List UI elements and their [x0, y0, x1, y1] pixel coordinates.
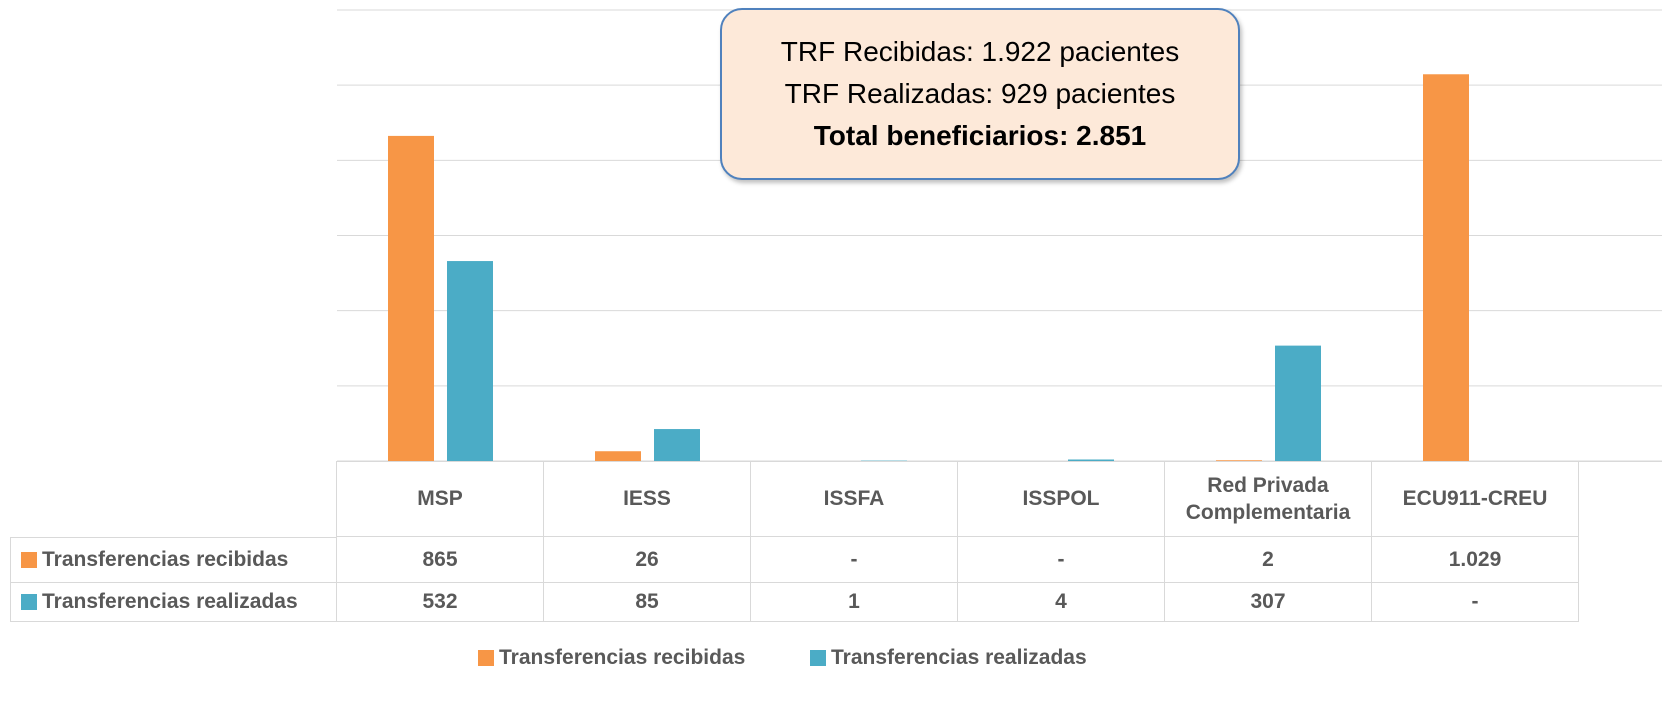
row-label-text: Transferencias recibidas — [42, 548, 289, 572]
legend-swatch — [810, 650, 826, 666]
row-label: Transferencias recibidas — [10, 537, 337, 583]
table-left — [336, 461, 337, 537]
row-label: Transferencias realizadas — [10, 583, 337, 622]
legend-item: Transferencias recibidas — [478, 646, 745, 670]
table-top — [337, 461, 1662, 462]
legend-label: Transferencias recibidas — [499, 646, 746, 669]
value-label: 26 — [544, 537, 751, 583]
legend-label: Transferencias realizadas — [831, 646, 1087, 669]
annotation: TRF Realizadas: 929 pacientes — [784, 78, 1176, 109]
callout: TRF Recibidas: 1.922 pacientes TRF Reali… — [720, 8, 1240, 180]
value-label: - — [1372, 583, 1579, 622]
row-label-text: Transferencias realizadas — [42, 590, 298, 614]
bar — [654, 429, 700, 461]
value-label: 1.029 — [1372, 537, 1579, 583]
bar — [1423, 74, 1469, 461]
bar — [388, 135, 434, 461]
bar — [1275, 345, 1321, 461]
bar — [1216, 460, 1262, 461]
value-label: - — [751, 537, 958, 583]
category-label: ISSPOL — [958, 462, 1165, 537]
value-label: 307 — [1165, 583, 1372, 622]
value-label: 1 — [751, 583, 958, 622]
bar — [595, 451, 641, 461]
legend-swatch — [478, 650, 494, 666]
row-swatch — [21, 552, 37, 568]
category-label: MSP — [337, 462, 544, 537]
annotation: TRF Recibidas: 1.922 pacientes — [780, 36, 1180, 67]
value-label: 4 — [958, 583, 1165, 622]
row-swatch — [21, 594, 37, 610]
value-label: 2 — [1165, 537, 1372, 583]
value-label: 532 — [337, 583, 544, 622]
category-label: IESS — [544, 462, 751, 537]
legend-item: Transferencias realizadas — [810, 646, 1087, 670]
category-label: ISSFA — [751, 462, 958, 537]
bar — [447, 261, 493, 461]
category-label: Red Privada Complementaria — [1165, 462, 1372, 537]
category-label: ECU911-CREU — [1372, 462, 1579, 537]
value-label: - — [958, 537, 1165, 583]
value-label: 85 — [544, 583, 751, 622]
value-label: 865 — [337, 537, 544, 583]
annotation: Total beneficiarios: 2.851 — [813, 120, 1147, 151]
bar — [1068, 459, 1114, 461]
